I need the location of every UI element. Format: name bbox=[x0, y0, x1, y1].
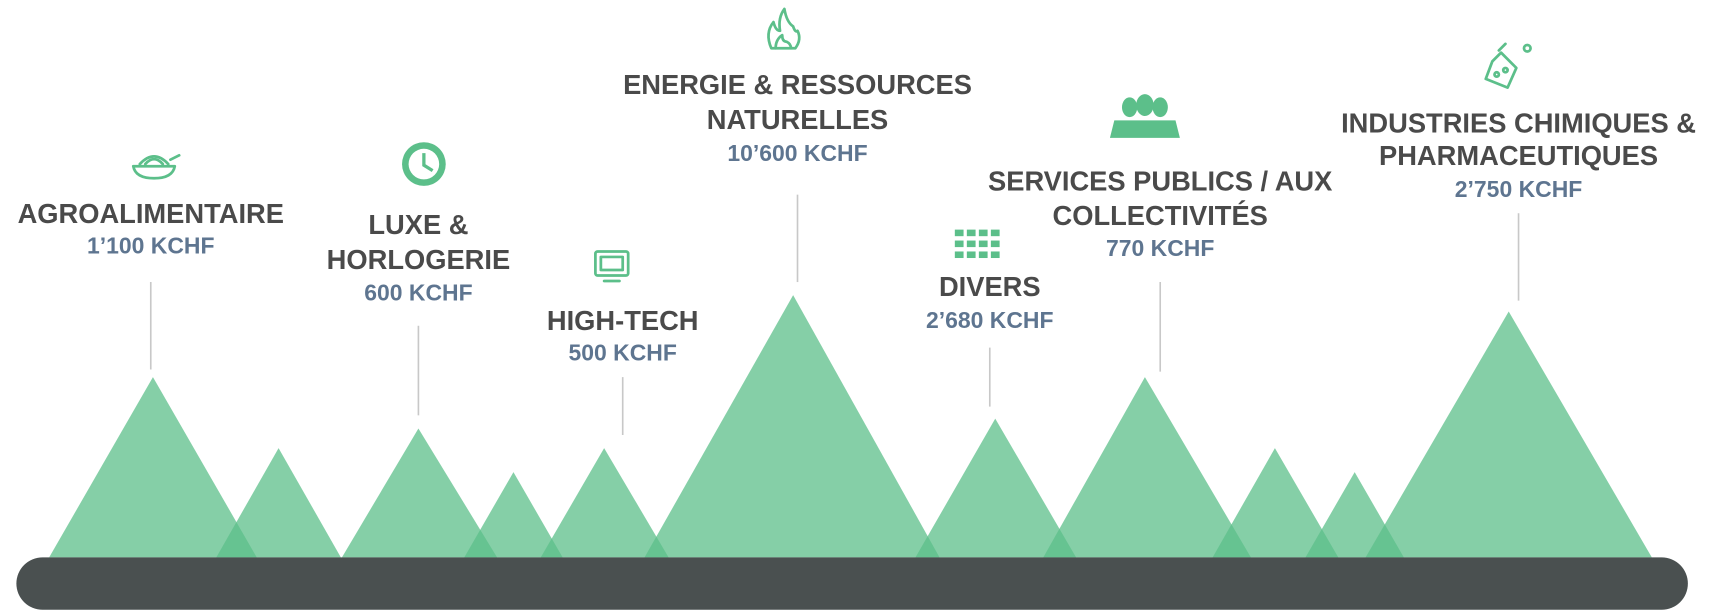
sector-value: 500 KCHF bbox=[569, 340, 677, 366]
mountain bbox=[1043, 377, 1251, 558]
mountains bbox=[49, 295, 1652, 558]
mountain bbox=[216, 448, 341, 558]
sector-value: 2’750 KCHF bbox=[1455, 176, 1582, 202]
sector-title: COLLECTIVITÉS bbox=[1053, 200, 1268, 231]
sector-value: 1’100 KCHF bbox=[87, 233, 214, 259]
ground-bar bbox=[16, 557, 1688, 610]
flame-icon bbox=[767, 7, 801, 50]
sector-title: DIVERS bbox=[939, 271, 1041, 302]
bowl-icon bbox=[131, 153, 181, 180]
sector-title: PHARMACEUTIQUES bbox=[1379, 140, 1658, 171]
sector-value: 10’600 KCHF bbox=[727, 140, 867, 166]
mountain bbox=[644, 295, 940, 558]
sector-value: 770 KCHF bbox=[1106, 235, 1214, 261]
sector-title: HIGH-TECH bbox=[547, 305, 699, 336]
sector-title: HORLOGERIE bbox=[327, 244, 511, 275]
sector-title: LUXE & bbox=[368, 209, 468, 240]
sector-title: AGROALIMENTAIRE bbox=[18, 198, 284, 229]
mountain bbox=[915, 418, 1077, 558]
grid-icon bbox=[954, 229, 1000, 259]
mountain bbox=[540, 448, 669, 558]
monitor-icon bbox=[594, 250, 630, 283]
sector-title: SERVICES PUBLICS / AUX bbox=[988, 165, 1332, 196]
sector-title: ENERGIE & RESSOURCES bbox=[623, 69, 972, 100]
sector-value: 600 KCHF bbox=[364, 280, 472, 306]
mountain bbox=[49, 377, 257, 558]
sector-title: INDUSTRIES CHIMIQUES & bbox=[1341, 107, 1696, 138]
mountain bbox=[1365, 311, 1652, 558]
mountain bbox=[464, 472, 563, 558]
sector-title: NATURELLES bbox=[707, 104, 888, 135]
mountain bbox=[341, 428, 498, 558]
sector-value: 2’680 KCHF bbox=[926, 307, 1053, 333]
mountain bbox=[1212, 448, 1339, 558]
people-icon bbox=[1109, 94, 1180, 138]
clock-icon bbox=[402, 142, 446, 186]
flask-icon bbox=[1484, 42, 1532, 89]
